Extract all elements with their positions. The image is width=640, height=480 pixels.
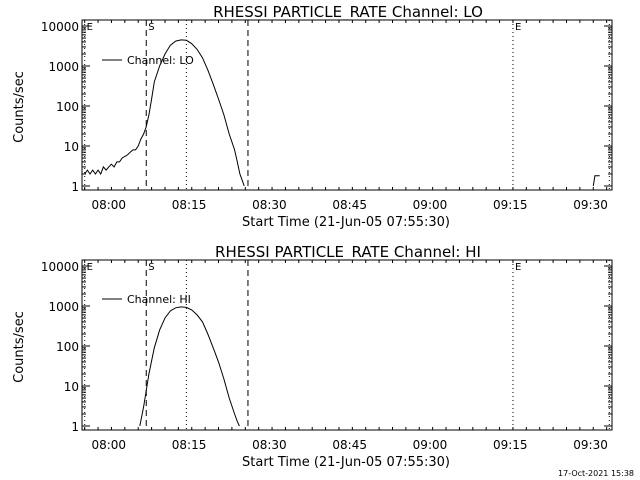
x-axis-label: Start Time (21-Jun-05 07:55:30) [242, 215, 450, 230]
y-axis-label: Counts/sec [12, 311, 27, 383]
legend-label: Channel: HI [127, 293, 191, 306]
x-tick-label: 09:30 [573, 198, 608, 212]
y-axis-label: Counts/sec [12, 71, 27, 143]
y-tick-label: 10 [64, 380, 79, 394]
x-tick-label: 08:15 [172, 438, 207, 452]
chart-title: RHESSI PARTICLE_RATE Channel: HI [215, 243, 481, 262]
x-tick-label: 08:30 [252, 198, 287, 212]
y-tick-label: 10 [64, 140, 79, 154]
marker-label: E [87, 22, 93, 33]
chart-panel-lo: RHESSI PARTICLE_RATE Channel: LO Start T… [12, 3, 613, 230]
y-tick-label: 1000 [48, 300, 79, 314]
x-tick-label: 08:00 [91, 438, 126, 452]
marker-label: E [515, 262, 521, 273]
marker-label: S [148, 22, 154, 33]
x-tick-label: 08:00 [91, 198, 126, 212]
chart-panel-hi: RHESSI PARTICLE_RATE Channel: HI Start T… [12, 243, 613, 470]
marker-label: E [515, 22, 521, 33]
marker-label: E [87, 262, 93, 273]
y-tick-label: 100 [56, 100, 79, 114]
plot-frame [81, 259, 613, 431]
y-tick-label: 10000 [41, 260, 79, 274]
timestamp-stamp: 17-Oct-2021 15:38 [558, 469, 634, 478]
y-tick-label: 1 [71, 420, 79, 434]
x-tick-label: 09:00 [413, 438, 448, 452]
x-tick-label: 08:15 [172, 198, 207, 212]
series-segment [592, 175, 600, 187]
x-axis-label: Start Time (21-Jun-05 07:55:30) [242, 455, 450, 470]
plot-frame [81, 19, 613, 191]
x-tick-label: 08:30 [252, 438, 287, 452]
y-tick-label: 1000 [48, 60, 79, 74]
x-tick-label: 09:15 [493, 198, 528, 212]
legend-label: Channel: LO [127, 54, 194, 67]
x-tick-label: 08:45 [332, 438, 367, 452]
x-tick-label: 08:45 [332, 198, 367, 212]
x-tick-label: 09:00 [413, 198, 448, 212]
series-line [84, 39, 245, 187]
x-tick-label: 09:15 [493, 438, 528, 452]
y-tick-label: 1 [71, 180, 79, 194]
x-tick-label: 09:30 [573, 438, 608, 452]
chart-title: RHESSI PARTICLE_RATE Channel: LO [213, 3, 483, 22]
y-tick-label: 100 [56, 340, 79, 354]
marker-label: S [148, 262, 154, 273]
y-tick-label: 10000 [41, 20, 79, 34]
series-line [139, 306, 240, 427]
